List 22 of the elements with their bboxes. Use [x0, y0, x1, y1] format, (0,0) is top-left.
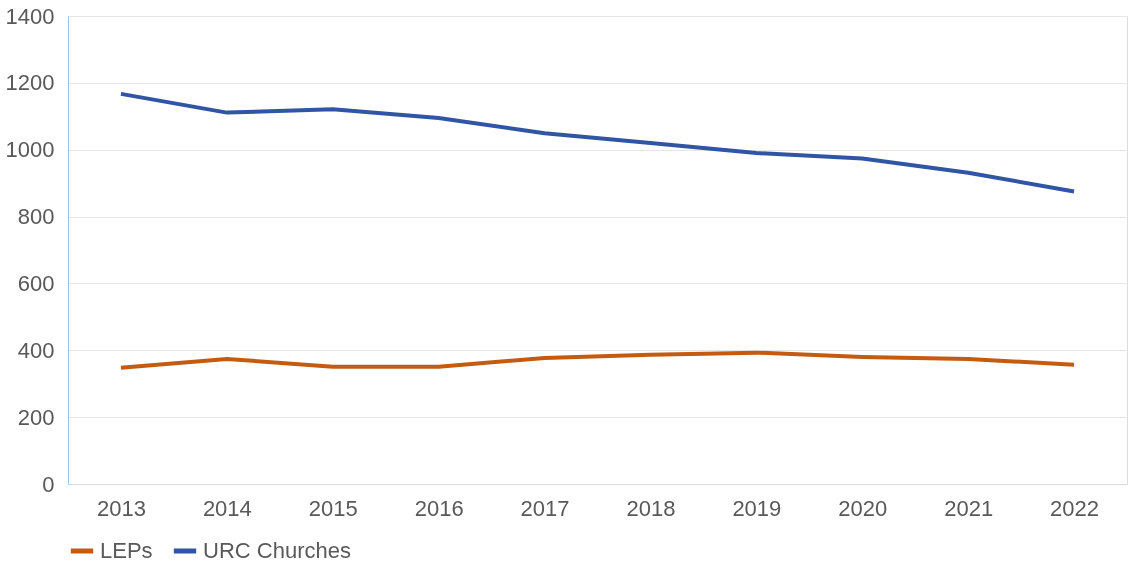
y-tick-label: 600 [17, 270, 55, 296]
y-tick-label: 1400 [5, 3, 55, 29]
line-series [118, 91, 1077, 194]
x-tick-label: 2015 [308, 495, 358, 521]
y-tick-label: 800 [17, 204, 55, 230]
x-tick-label: 2017 [520, 495, 570, 521]
y-tick-label: 200 [17, 404, 55, 430]
x-tick-label: 2021 [944, 495, 994, 521]
x-tick-label: 2014 [202, 495, 252, 521]
legend-label: LEPs [100, 538, 153, 563]
y-tick-label: 400 [17, 337, 55, 363]
y-tick-label: 1000 [5, 137, 55, 163]
x-tick-label: 2013 [96, 495, 146, 521]
x-tick-label: 2018 [626, 495, 676, 521]
x-tick-label: 2019 [732, 495, 782, 521]
x-tick-label: 2020 [838, 495, 888, 521]
line-series [118, 350, 1077, 370]
legend-label: URC Churches [203, 538, 351, 563]
y-tick-label: 1200 [5, 70, 55, 96]
x-tick-label: 2022 [1050, 495, 1100, 521]
y-tick-label: 0 [42, 471, 55, 497]
x-tick-label: 2016 [414, 495, 464, 521]
